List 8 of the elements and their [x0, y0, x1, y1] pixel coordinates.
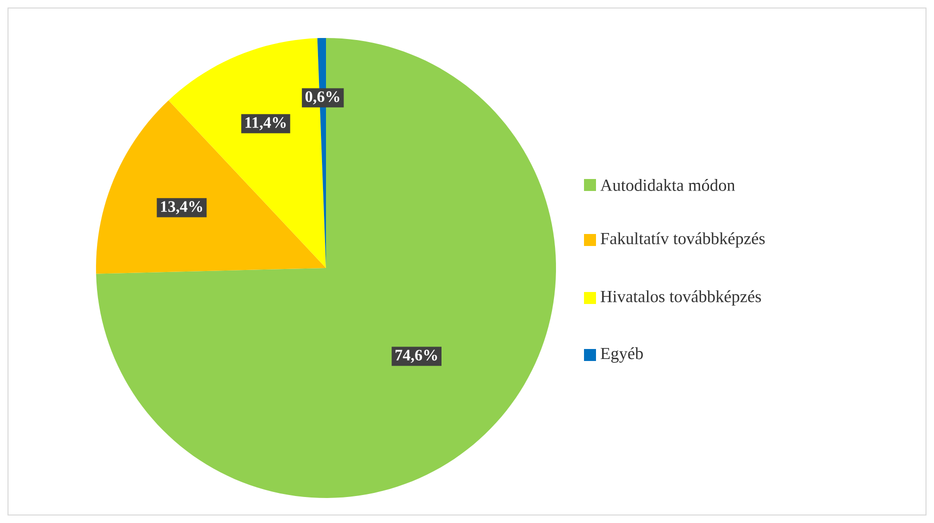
- data-label: 0,6%: [305, 91, 340, 104]
- legend-label: Fakultatív továbbképzés: [600, 232, 765, 248]
- legend-label: Egyéb: [600, 347, 643, 363]
- data-label: 74,6%: [396, 350, 437, 363]
- data-label: 13,4%: [161, 201, 202, 214]
- legend-label: Hivatalos továbbképzés: [600, 290, 761, 306]
- data-label: 11,4%: [246, 117, 286, 130]
- legend-label: Autodidakta módon: [600, 179, 735, 191]
